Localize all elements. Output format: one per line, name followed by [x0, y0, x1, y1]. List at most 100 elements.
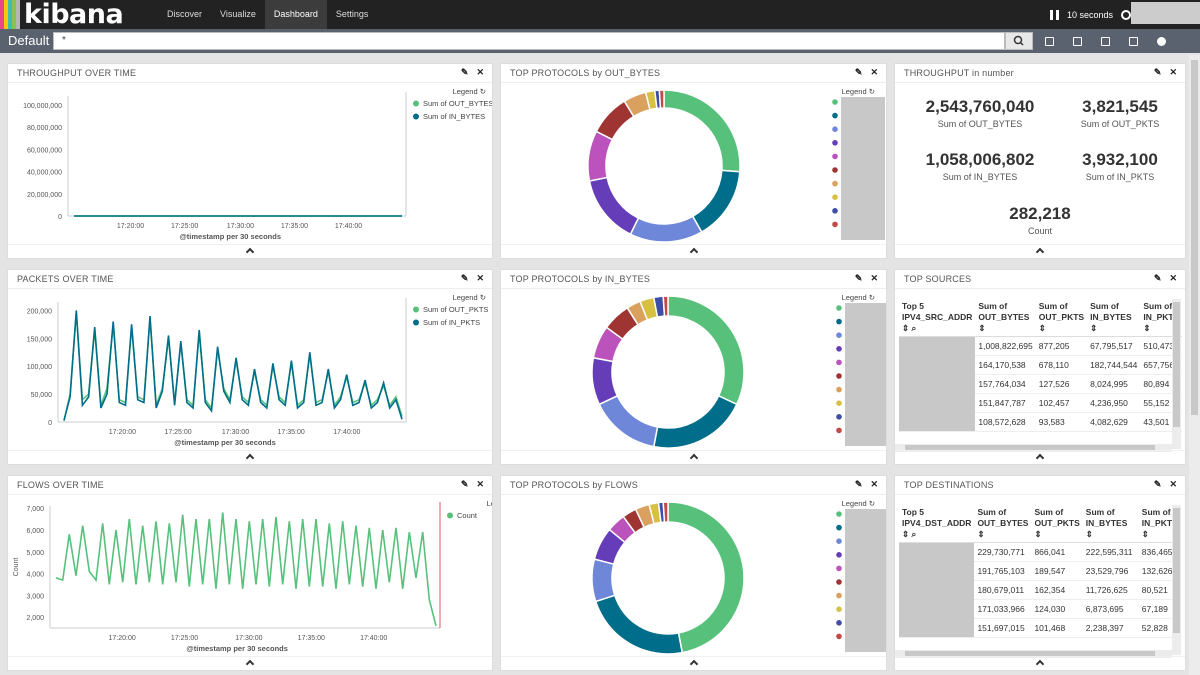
- line-chart-throughput: 0 20,000,000 40,000,000 60,000,000 80,000,00…: [23, 87, 492, 241]
- close-icon[interactable]: ✕: [476, 479, 484, 489]
- collapse-icon[interactable]: [689, 247, 698, 257]
- horizontal-scrollbar[interactable]: [895, 650, 1172, 658]
- close-icon[interactable]: ✕: [476, 67, 484, 77]
- legend-dot: [832, 153, 838, 160]
- column-header[interactable]: Sum of OUT_PKTS ⇕: [1035, 299, 1088, 337]
- collapse-icon[interactable]: [245, 453, 255, 463]
- pie-slice: [652, 394, 738, 449]
- table-row: 157,764,034 127,526 8,024,995 80,894: [899, 374, 1183, 394]
- pie-slice: [691, 169, 741, 234]
- page-scrollbar[interactable]: [1189, 55, 1200, 675]
- edit-icon[interactable]: ✎: [1153, 67, 1162, 77]
- edit-icon[interactable]: ✎: [1153, 479, 1162, 489]
- vertical-scrollbar[interactable]: [1172, 299, 1181, 449]
- close-icon[interactable]: ✕: [1169, 273, 1177, 283]
- edit-icon[interactable]: ✎: [854, 479, 863, 489]
- nav-visualize[interactable]: Visualize: [220, 9, 256, 19]
- legend-dot: [836, 620, 842, 626]
- edit-icon[interactable]: ✎: [854, 273, 863, 283]
- donut-chart-flows: Legend ↻: [591, 499, 886, 655]
- edit-icon[interactable]: ✎: [460, 273, 469, 283]
- x-tick-label: 17:25:00: [164, 429, 191, 436]
- pie-slice: [662, 501, 669, 523]
- close-icon[interactable]: ✕: [1169, 479, 1177, 489]
- open-icon[interactable]: [1101, 36, 1110, 46]
- vertical-scrollbar[interactable]: [1172, 505, 1181, 655]
- collapse-icon[interactable]: [245, 247, 255, 257]
- donut-chart-in-bytes: Legend ↻: [591, 293, 886, 449]
- x-tick-label: 17:25:00: [171, 223, 198, 230]
- share-icon[interactable]: [1129, 36, 1138, 46]
- close-icon[interactable]: ✕: [870, 479, 878, 489]
- legend-entry: Sum of IN_BYTES: [423, 112, 485, 121]
- nav-dashboard[interactable]: Dashboard: [264, 0, 327, 29]
- x-tick-label: 17:35:00: [281, 223, 308, 230]
- panel-title: TOP DESTINATIONS: [904, 480, 994, 490]
- pie-slice: [658, 89, 665, 109]
- add-panel-icon[interactable]: [1157, 36, 1166, 46]
- edit-icon[interactable]: ✎: [460, 479, 469, 489]
- collapse-icon[interactable]: [689, 453, 698, 463]
- column-header[interactable]: Sum of OUT_BYTES ⇕: [975, 299, 1036, 337]
- pie-slice: [591, 356, 619, 406]
- edit-icon[interactable]: ✎: [854, 67, 863, 77]
- edit-icon[interactable]: ✎: [1153, 273, 1162, 283]
- nav-settings[interactable]: Settings: [335, 9, 369, 19]
- x-tick-label: 17:40:00: [333, 429, 360, 436]
- new-dashboard-icon[interactable]: [1045, 36, 1054, 46]
- close-icon[interactable]: ✕: [1169, 67, 1177, 77]
- pie-slice: [667, 295, 745, 406]
- search-input[interactable]: *: [53, 32, 1005, 50]
- logo-bar: [12, 0, 16, 29]
- legend-dot: [832, 99, 838, 105]
- legend-dot: [836, 579, 842, 585]
- column-header[interactable]: Sum of IN_BYTES ⇕: [1082, 505, 1139, 543]
- collapse-icon[interactable]: [1035, 659, 1045, 669]
- y-tick-label: 5,000: [26, 550, 44, 557]
- legend-dot: [836, 524, 842, 531]
- table-row: 229,730,771 866,041 222,595,311 836,465: [899, 542, 1181, 638]
- metric-in-bytes: 1,058,006,802 Sum of IN_BYTES: [905, 150, 1055, 182]
- metric-value: 3,821,545: [1082, 97, 1158, 116]
- search-button[interactable]: [1005, 32, 1033, 50]
- x-tick-label: 17:30:00: [222, 429, 249, 436]
- save-icon[interactable]: [1073, 36, 1082, 46]
- pause-icon[interactable]: [1050, 9, 1059, 20]
- table-row: 164,170,538 678,110 182,744,544 657,756: [899, 355, 1183, 375]
- x-tick-label: 17:20:00: [109, 429, 136, 436]
- refresh-interval[interactable]: 10 seconds: [1067, 9, 1114, 20]
- logo-bar: [8, 0, 12, 29]
- x-tick-label: 17:35:00: [298, 635, 325, 642]
- legend-dot: [447, 512, 453, 519]
- top-destinations-table: Top 5 IPV4_DST_ADDR ⇕ ⌕ Sum of OUT_BYTES ⇕…: [899, 505, 1181, 638]
- column-header[interactable]: Sum of OUT_PKTS ⇕: [1031, 505, 1083, 543]
- dashboard-name: Default: [8, 33, 50, 48]
- column-header[interactable]: Top 5 IPV4_SRC_ADDR ⇕ ⌕: [899, 299, 976, 337]
- column-header[interactable]: Sum of IN_BYTES ⇕: [1087, 299, 1141, 337]
- collapse-icon[interactable]: [1035, 453, 1045, 463]
- table-row: 108,572,628 93,583 4,082,629 43,501: [899, 412, 1183, 432]
- redacted-legend-labels: [845, 303, 886, 446]
- metric-label: Count: [1027, 226, 1053, 236]
- column-header[interactable]: Sum of OUT_BYTES ⇕: [974, 505, 1032, 543]
- nav-discover[interactable]: Discover: [167, 9, 203, 19]
- legend-dot: [836, 373, 842, 379]
- collapse-icon[interactable]: [689, 659, 698, 669]
- redacted-address-cell: [899, 336, 976, 432]
- horizontal-scrollbar[interactable]: [895, 444, 1172, 452]
- legend-title: Legend ↻: [842, 293, 875, 302]
- close-icon[interactable]: ✕: [476, 273, 484, 283]
- close-icon[interactable]: ✕: [870, 273, 878, 283]
- legend-title: Legend ↻: [453, 87, 486, 96]
- clock-icon[interactable]: [1121, 9, 1132, 20]
- time-picker[interactable]: [1131, 2, 1200, 24]
- close-icon[interactable]: ✕: [870, 67, 878, 77]
- edit-icon[interactable]: ✎: [460, 67, 469, 77]
- kibana-logo[interactable]: kibana: [0, 0, 124, 29]
- column-header[interactable]: Top 5 IPV4_DST_ADDR ⇕ ⌕: [899, 505, 975, 543]
- collapse-icon[interactable]: [1035, 247, 1045, 257]
- legend-dot: [836, 592, 842, 599]
- table-row: 171,033,966 124,030 6,873,695 67,189: [899, 599, 1181, 619]
- collapse-icon[interactable]: [245, 659, 255, 669]
- legend-entry: Count: [457, 511, 478, 520]
